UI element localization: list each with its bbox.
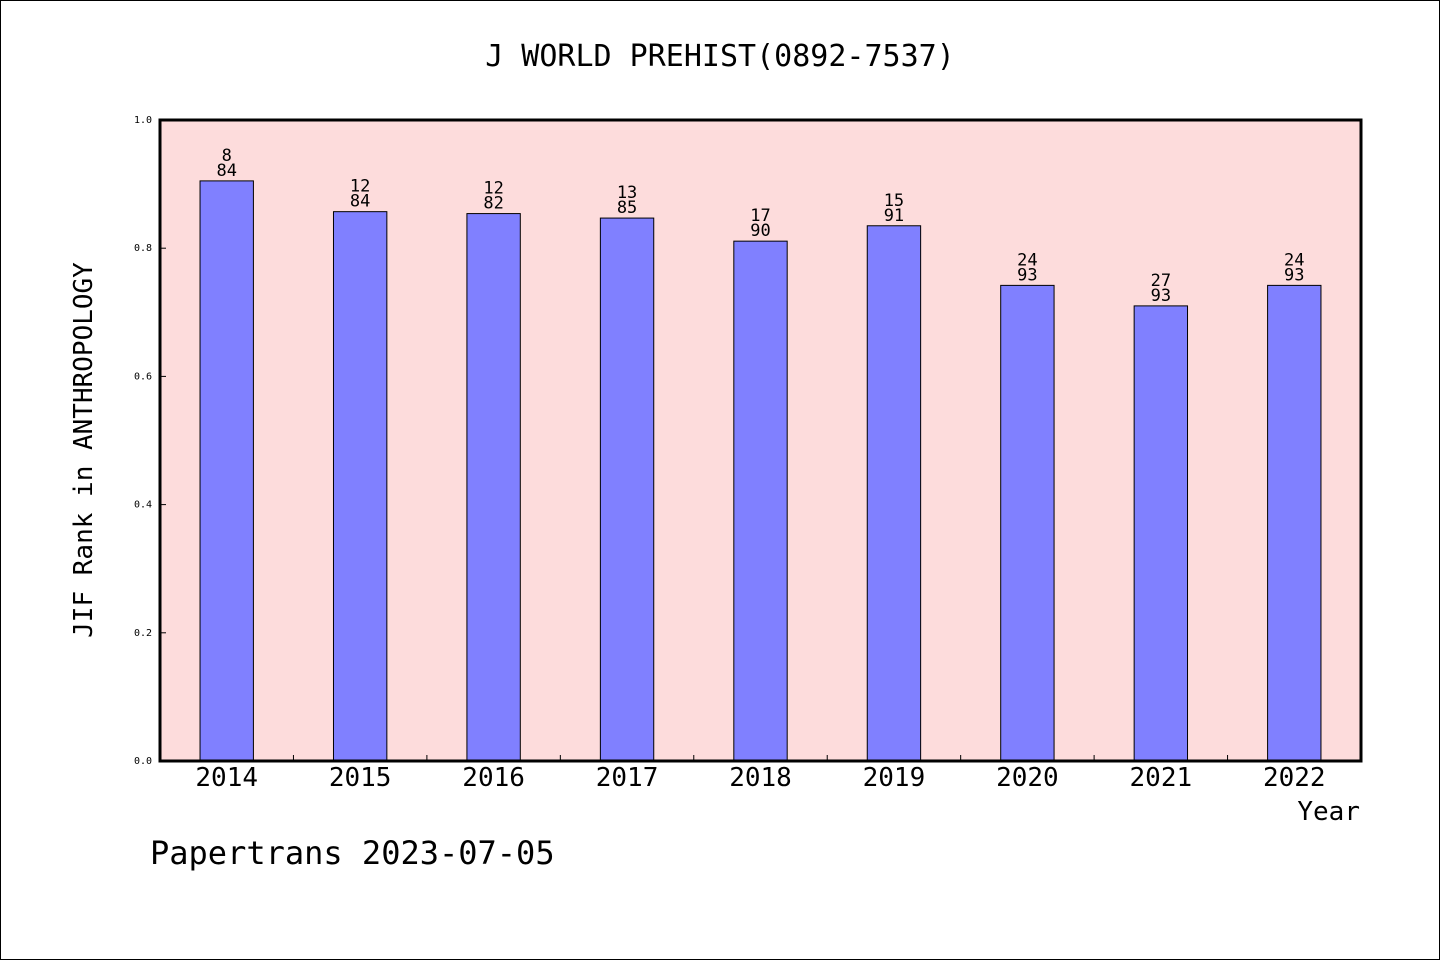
x-axis-ticks: 2014 2015 2016 2017 2018 2019 2020 2021 2022 [195, 755, 1326, 793]
y-tick-label: 0.2 [134, 628, 152, 639]
rank-label-2021: 27 [1151, 271, 1171, 291]
rank-label-2015: 12 [350, 177, 370, 197]
total-label-2014: 84 [216, 161, 236, 181]
total-label-2017: 85 [617, 198, 637, 218]
x-tick-label-2018: 2018 [729, 763, 792, 793]
rank-label-2022: 24 [1284, 250, 1304, 270]
x-axis-label: Year [1297, 797, 1360, 827]
chart-title: J WORLD PREHIST(0892-7537) [485, 39, 955, 74]
rank-label-2014: 8 [222, 146, 232, 166]
x-tick-label-2017: 2017 [596, 763, 659, 793]
y-axis-label: JIF Rank in ANTHROPOLOGY [69, 262, 99, 638]
rank-label-2020: 24 [1017, 250, 1037, 270]
x-tick-label-2020: 2020 [996, 763, 1059, 793]
total-label-2021: 93 [1151, 286, 1171, 306]
rank-label-2019: 15 [884, 191, 904, 211]
y-tick-label: 0.6 [134, 371, 152, 382]
bar-2017 [599, 217, 655, 762]
bar-2019 [866, 225, 922, 762]
rank-label-2018: 17 [750, 206, 770, 226]
total-label-2019: 91 [884, 206, 904, 226]
bars-group [199, 180, 1322, 762]
x-tick-label-2019: 2019 [863, 763, 926, 793]
y-tick-label: 0.8 [134, 243, 152, 254]
footer-stamp: Papertrans 2023-07-05 [150, 834, 555, 872]
total-label-2018: 90 [750, 221, 770, 241]
x-tick-label-2021: 2021 [1130, 763, 1193, 793]
total-label-2015: 84 [350, 192, 370, 212]
x-tick-label-2016: 2016 [462, 763, 525, 793]
y-tick-label: 1.0 [134, 115, 152, 126]
x-tick-label-2014: 2014 [195, 763, 258, 793]
y-tick-label: 0.4 [134, 500, 152, 511]
bar-2022 [1267, 284, 1322, 762]
bar-2020 [1000, 284, 1055, 762]
y-tick-label: 0.0 [134, 756, 152, 767]
rank-label-2016: 12 [483, 179, 503, 199]
total-label-2022: 93 [1284, 265, 1304, 285]
total-label-2020: 93 [1017, 265, 1037, 285]
x-tick-label-2015: 2015 [329, 763, 392, 793]
rank-label-2017: 13 [617, 183, 637, 203]
bar-2018 [733, 240, 788, 762]
total-label-2016: 82 [483, 194, 503, 214]
bar-2015 [332, 211, 388, 762]
x-tick-label-2022: 2022 [1263, 763, 1326, 793]
bar-2014 [199, 180, 254, 762]
bar-2016 [466, 213, 521, 762]
bar-2021 [1133, 305, 1189, 762]
plot-border [158, 118, 1363, 763]
